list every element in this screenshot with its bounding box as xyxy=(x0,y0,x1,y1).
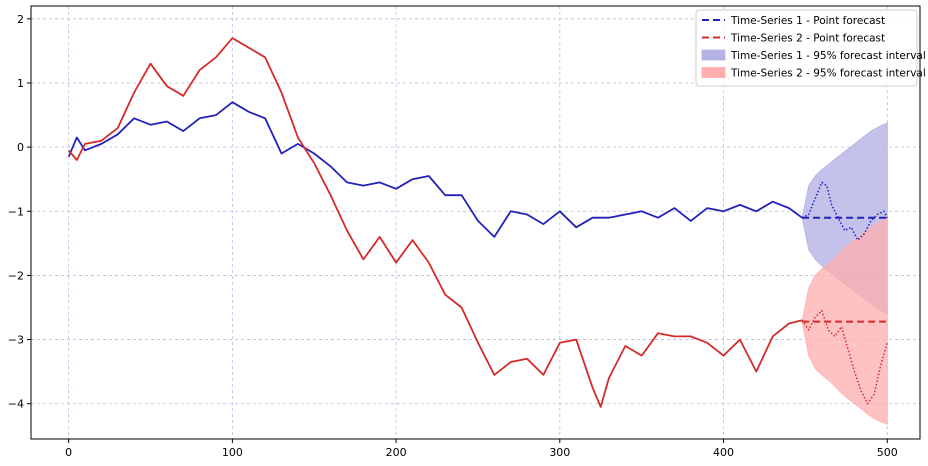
y-tick-label: −3 xyxy=(8,334,24,347)
legend-box xyxy=(695,9,918,87)
y-tick-label: −4 xyxy=(8,398,24,411)
x-tick-label: 100 xyxy=(222,446,243,459)
x-tick-label: 0 xyxy=(65,446,72,459)
forecast-interval-band xyxy=(801,218,888,425)
y-tick-label: 0 xyxy=(17,141,24,154)
legend-swatch xyxy=(701,67,726,78)
legend: Time-Series 1 - Point forecast Time-Serie… xyxy=(695,9,926,87)
legend-label: Time-Series 2 - Point forecast xyxy=(730,33,885,45)
x-tick-label: 500 xyxy=(877,446,898,459)
legend-label: Time-Series 1 - 95% forecast interval xyxy=(730,50,926,62)
plot-frame xyxy=(30,5,921,440)
y-tick-label: −2 xyxy=(8,269,24,282)
x-tick-label: 300 xyxy=(549,446,570,459)
actual-dotted-line xyxy=(801,181,888,241)
y-tick-label: 1 xyxy=(17,77,24,90)
legend-label: Time-Series 1 - Point forecast xyxy=(730,15,885,27)
legend-label: Time-Series 2 - 95% forecast interval xyxy=(730,68,926,80)
series-line xyxy=(67,101,803,238)
legend-swatch xyxy=(701,49,726,61)
actual-dotted-line xyxy=(801,309,889,405)
y-tick-label: 2 xyxy=(17,13,24,26)
series-line xyxy=(68,37,803,408)
x-tick-label: 200 xyxy=(386,446,407,459)
y-tick-label: −1 xyxy=(8,205,24,218)
x-tick-label: 400 xyxy=(713,446,734,459)
